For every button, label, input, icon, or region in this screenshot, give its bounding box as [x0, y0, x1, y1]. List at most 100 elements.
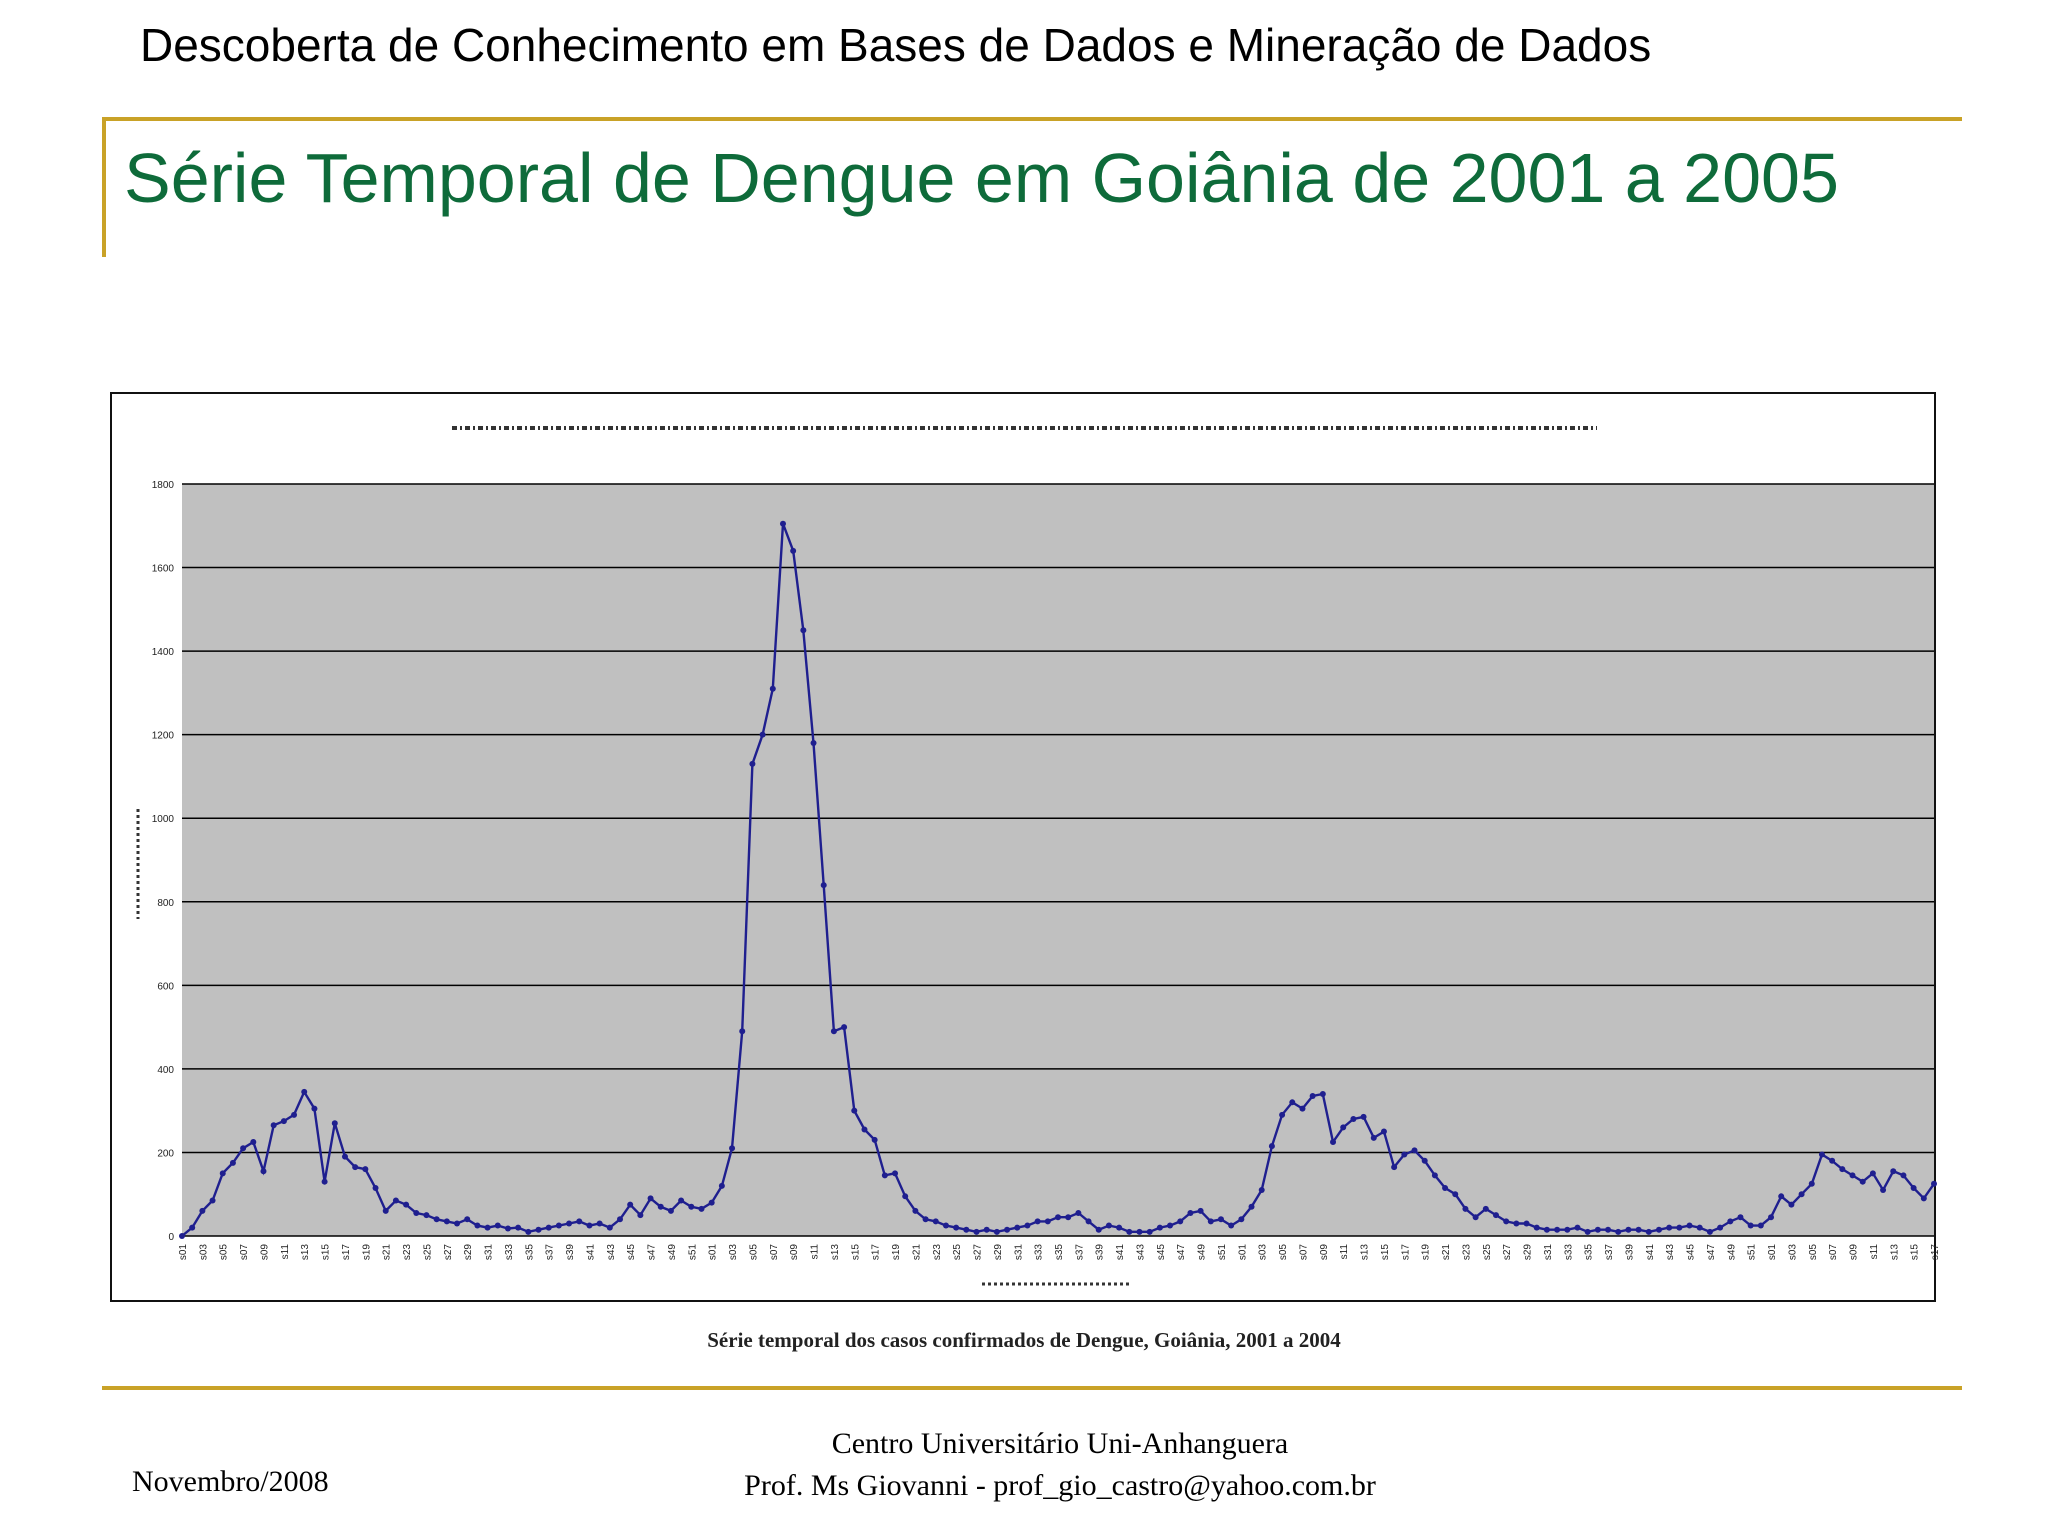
data-point: [301, 1088, 308, 1095]
data-point: [1136, 1228, 1143, 1235]
x-tick-label: s39: [1624, 1244, 1635, 1261]
data-point: [1584, 1228, 1591, 1235]
data-point: [830, 1028, 837, 1035]
data-point: [1574, 1224, 1581, 1231]
data-point: [1768, 1214, 1775, 1221]
title-accent-bar: [102, 117, 106, 257]
data-point: [1116, 1224, 1123, 1231]
data-point: [504, 1225, 511, 1232]
footer-author: Prof. Ms Giovanni - prof_gio_castro@yaho…: [744, 1469, 1376, 1502]
data-point: [443, 1218, 450, 1225]
data-point: [433, 1216, 440, 1223]
x-tick-label: s01: [1767, 1244, 1778, 1261]
x-tick-label: s45: [1686, 1244, 1697, 1261]
data-point: [1849, 1172, 1856, 1179]
data-point: [657, 1203, 664, 1210]
data-point: [1493, 1212, 1499, 1219]
x-tick-label: s19: [361, 1244, 372, 1261]
x-tick-label: s19: [891, 1244, 902, 1261]
x-tick-label: s09: [1319, 1244, 1330, 1261]
data-point: [1238, 1216, 1245, 1223]
data-point: [1645, 1228, 1652, 1235]
data-point: [1625, 1226, 1632, 1233]
data-point: [993, 1228, 1000, 1235]
data-point: [1655, 1226, 1662, 1233]
data-point: [1370, 1134, 1377, 1141]
data-point: [851, 1107, 858, 1114]
x-tick-label: s17: [1400, 1244, 1411, 1261]
x-tick-label: s13: [1889, 1244, 1900, 1261]
data-point: [423, 1212, 430, 1219]
x-tick-label: s17: [1930, 1244, 1938, 1261]
data-point: [1910, 1184, 1917, 1191]
x-tick-label: s09: [1849, 1244, 1860, 1261]
data-point: [902, 1193, 909, 1200]
data-point: [1564, 1226, 1571, 1233]
x-tick-label: s25: [422, 1244, 433, 1261]
data-point: [413, 1210, 420, 1217]
data-point: [535, 1226, 542, 1233]
x-tick-label: s43: [1135, 1244, 1146, 1261]
x-tick-label: s41: [585, 1244, 596, 1261]
data-point: [1442, 1184, 1449, 1191]
x-tick-label: s41: [1645, 1244, 1656, 1261]
x-tick-label: s49: [1726, 1244, 1737, 1261]
data-point: [1299, 1105, 1306, 1112]
x-tick-label: s05: [219, 1244, 230, 1261]
x-tick-label: s21: [911, 1244, 922, 1261]
x-tick-label: s27: [1502, 1244, 1513, 1261]
data-point: [1615, 1228, 1622, 1235]
line-chart: 0 200 400 600 800 1000 1200 1400 1600 1800 s01 s03…: [136, 426, 1938, 1286]
data-point: [1207, 1218, 1214, 1225]
data-point: [1340, 1124, 1347, 1131]
data-point: [1635, 1226, 1642, 1233]
data-point: [179, 1233, 185, 1239]
x-tick-label: s01: [708, 1244, 719, 1261]
data-point: [1869, 1170, 1876, 1177]
data-point: [871, 1136, 878, 1143]
data-point: [1890, 1168, 1897, 1175]
data-point: [392, 1197, 399, 1204]
data-point: [1401, 1151, 1408, 1158]
data-point: [484, 1224, 491, 1231]
data-point: [1360, 1113, 1367, 1120]
data-point: [892, 1170, 899, 1177]
x-tick-label: s21: [1441, 1244, 1452, 1261]
data-point: [800, 627, 807, 634]
data-point: [372, 1184, 379, 1191]
plot-area: [182, 484, 1934, 1236]
y-tick-label: 800: [157, 898, 174, 909]
data-point: [454, 1220, 461, 1227]
data-point: [912, 1207, 919, 1214]
data-point: [841, 1024, 848, 1031]
x-tick-label: s37: [1074, 1244, 1085, 1261]
y-tick-label: 1800: [152, 480, 175, 491]
data-point: [1605, 1226, 1612, 1233]
data-point: [1065, 1214, 1072, 1221]
data-point: [708, 1199, 715, 1206]
data-point: [545, 1224, 552, 1231]
data-point: [494, 1222, 501, 1229]
x-tick-label: s31: [1013, 1244, 1024, 1261]
x-tick-label: s31: [484, 1244, 495, 1261]
x-tick-label: s49: [1197, 1244, 1208, 1261]
data-point: [1105, 1222, 1112, 1229]
x-tick-label: s37: [1604, 1244, 1615, 1261]
data-point: [280, 1118, 287, 1125]
x-tick-label: s07: [1828, 1244, 1839, 1261]
data-point: [291, 1111, 298, 1118]
data-point: [1554, 1226, 1561, 1233]
x-tick-label: s11: [1869, 1244, 1880, 1260]
data-point: [1543, 1226, 1550, 1233]
footer-date: Novembro/2008: [132, 1465, 329, 1498]
x-tick-label: s47: [647, 1244, 658, 1261]
data-point: [718, 1182, 725, 1189]
data-point: [382, 1207, 389, 1214]
x-tick-label: s45: [1156, 1244, 1167, 1261]
x-tick-label: s27: [973, 1244, 984, 1261]
data-point: [1727, 1218, 1734, 1225]
data-point: [1798, 1191, 1805, 1198]
data-point: [667, 1207, 674, 1214]
data-point: [1330, 1139, 1337, 1145]
y-tick-label: 1400: [152, 647, 175, 658]
